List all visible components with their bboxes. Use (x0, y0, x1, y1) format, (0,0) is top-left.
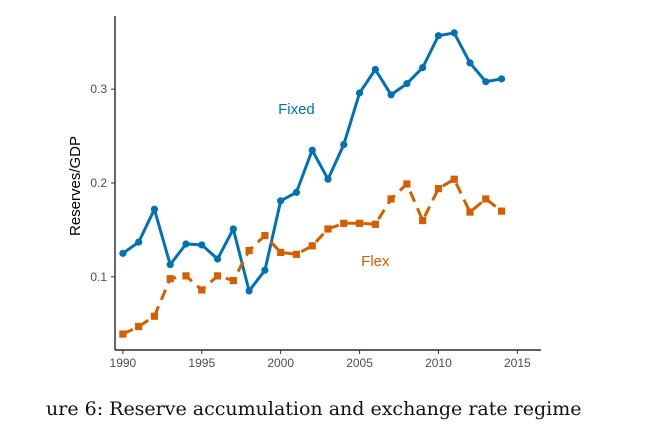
point-fixed (135, 238, 143, 246)
point-flex (434, 185, 443, 193)
point-fixed (119, 249, 127, 257)
series-line-fixed (122, 31, 502, 293)
point-fixed (198, 241, 206, 249)
y-tick-label: 0.1 (90, 270, 107, 284)
point-fixed (466, 59, 474, 67)
point-fixed (497, 75, 506, 83)
point-fixed (261, 266, 269, 274)
point-flex (119, 330, 127, 338)
point-flex (497, 207, 506, 215)
point-fixed (324, 175, 332, 183)
point-fixed (450, 29, 458, 37)
point-flex (308, 242, 316, 250)
point-fixed (434, 32, 443, 40)
point-fixed (403, 79, 411, 88)
point-flex (340, 219, 348, 227)
point-flex (198, 286, 206, 294)
point-flex (182, 272, 190, 280)
x-tick-label: 1995 (188, 356, 215, 370)
point-fixed (419, 64, 427, 72)
x-tick-label: 2000 (267, 356, 294, 370)
point-flex (419, 216, 427, 225)
figure-caption: ure 6: Reserve accumulation and exchange… (46, 398, 582, 420)
point-flex (245, 246, 253, 255)
series-line-flex (122, 177, 503, 336)
point-fixed (182, 240, 190, 248)
point-flex (387, 195, 395, 203)
point-flex (482, 195, 490, 203)
point-flex (229, 276, 237, 285)
point-fixed (229, 225, 237, 233)
y-axis-title: Reserves/GDP (67, 136, 84, 236)
point-flex (150, 312, 159, 320)
series-label-flex: Flex (361, 253, 390, 270)
point-flex (371, 220, 379, 228)
point-flex (403, 180, 411, 188)
point-flex (261, 231, 269, 240)
point-flex (166, 275, 174, 283)
point-fixed (245, 287, 253, 295)
point-fixed (340, 140, 348, 149)
point-flex (324, 225, 332, 233)
series-label-fixed: Fixed (278, 101, 315, 118)
point-flex (277, 248, 285, 257)
point-fixed (387, 91, 395, 99)
line-chart: Fixed Flex 1990 1995 2000 2005 2010 2015 0.1 0.2… (67, 16, 541, 370)
point-flex (355, 219, 364, 227)
y-tick-label: 0.3 (90, 82, 107, 96)
point-flex (135, 322, 143, 331)
point-flex (450, 175, 458, 183)
x-tick-label: 1990 (110, 356, 137, 370)
series-layer: Fixed Flex (119, 29, 506, 338)
point-flex (466, 208, 474, 216)
y-tick-label: 0.2 (90, 176, 107, 190)
x-tick-label: 2015 (504, 356, 531, 370)
point-fixed (292, 188, 301, 196)
point-fixed (482, 78, 490, 86)
point-fixed (166, 261, 174, 269)
point-fixed (371, 65, 379, 74)
point-fixed (308, 146, 316, 154)
point-fixed (277, 197, 285, 205)
point-flex (213, 272, 222, 280)
point-flex (292, 250, 301, 258)
axis-layer: 1990 1995 2000 2005 2010 2015 0.1 0.2 0.3 (90, 16, 541, 370)
point-fixed (213, 255, 222, 263)
x-tick-label: 2005 (346, 356, 373, 370)
point-fixed (355, 89, 364, 97)
point-fixed (150, 205, 159, 213)
x-tick-label: 2010 (425, 356, 452, 370)
